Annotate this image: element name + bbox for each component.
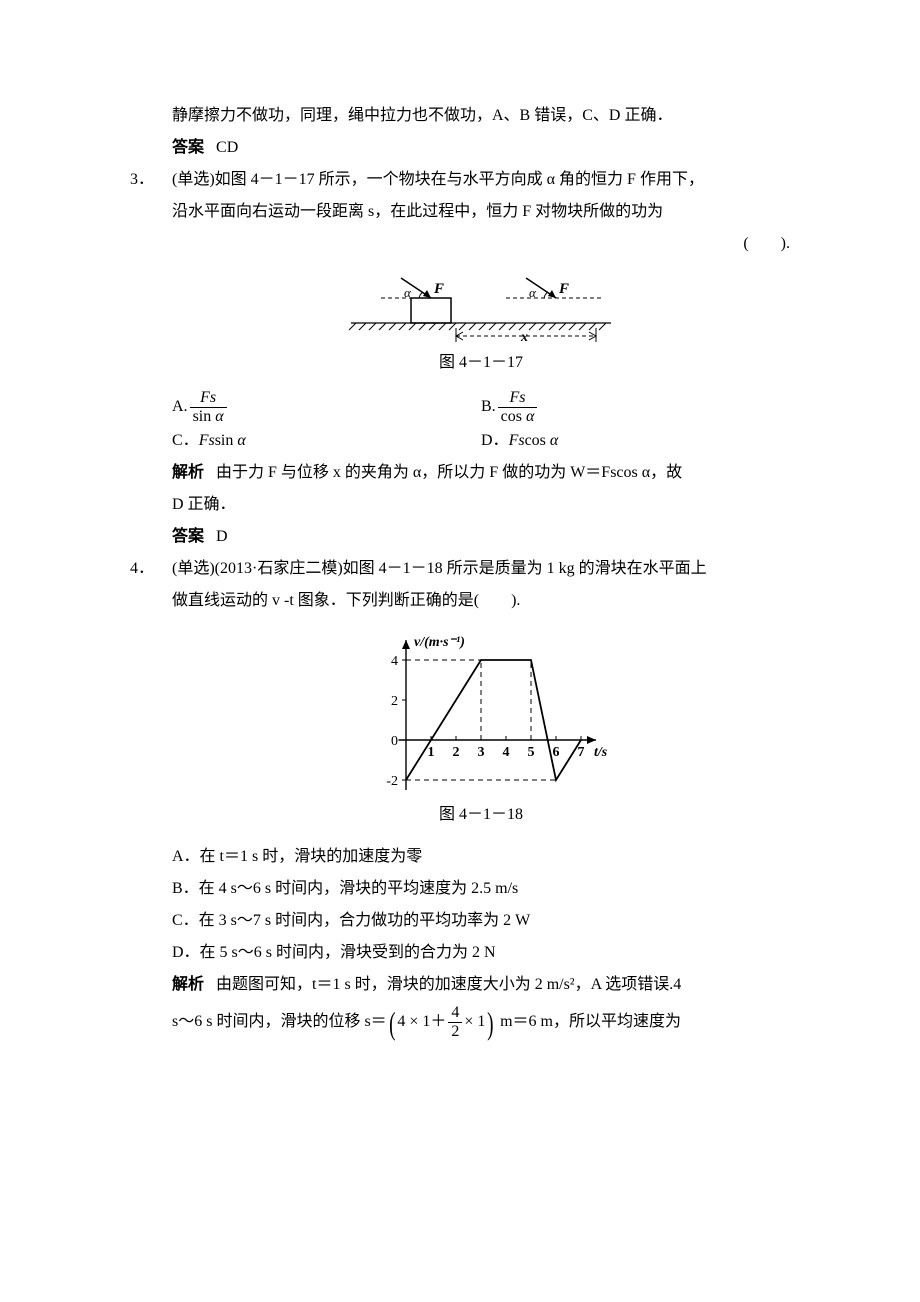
explanation: 解析 由题图可知，t＝1 s 时，滑块的加速度大小为 2 m/s²，A 选项错误… bbox=[172, 969, 790, 1001]
explanation-text: 由题图可知，t＝1 s 时，滑块的加速度大小为 2 m/s²，A 选项错误.4 bbox=[216, 976, 681, 993]
explanation-text: 由于力 F 与位移 x 的夹角为 α，所以力 F 做的功为 W＝Fscos α，… bbox=[216, 464, 682, 481]
figure-4-1-17: α F α F x bbox=[172, 268, 790, 343]
option-a: A.Fssin α bbox=[172, 389, 481, 425]
svg-text:1: 1 bbox=[428, 745, 435, 760]
svg-text:7: 7 bbox=[578, 745, 585, 760]
option-d: D．Fscos α bbox=[481, 425, 790, 457]
explanation-line: D 正确． bbox=[172, 489, 790, 521]
answer-label: 答案 bbox=[172, 528, 204, 545]
question-number: 4． bbox=[130, 553, 172, 1043]
svg-text:5: 5 bbox=[528, 745, 535, 760]
figure-caption: 图 4－1－18 bbox=[172, 799, 790, 831]
option-b: B.Fscos α bbox=[481, 389, 790, 425]
question-stem-line: (单选)(2013·石家庄二模)如图 4－1－18 所示是质量为 1 kg 的滑… bbox=[172, 553, 790, 585]
svg-text:0: 0 bbox=[391, 734, 398, 749]
figure-4-1-18: 4 2 0 -2 1 2 3 4 5 6 7 v/(m·s⁻¹) t/s bbox=[172, 625, 790, 795]
option-b: B．在 4 s～6 s 时间内，滑块的平均速度为 2.5 m/s bbox=[172, 873, 790, 905]
explanation-line: s～6 s 时间内，滑块的位移 s＝(4 × 1＋42× 1) m＝6 m，所以… bbox=[172, 1001, 790, 1043]
answer-value: CD bbox=[216, 139, 238, 156]
prev-explanation-line: 静摩擦力不做功，同理，绳中拉力也不做功，A、B 错误，C、D 正确． bbox=[130, 100, 790, 132]
answer-value: D bbox=[216, 528, 228, 545]
answer-label: 答案 bbox=[172, 139, 204, 156]
explanation: 解析 由于力 F 与位移 x 的夹角为 α，所以力 F 做的功为 W＝Fscos… bbox=[172, 457, 790, 489]
svg-text:F: F bbox=[558, 281, 569, 297]
svg-text:t/s: t/s bbox=[594, 745, 608, 760]
explanation-label: 解析 bbox=[172, 976, 204, 993]
svg-text:F: F bbox=[433, 281, 444, 297]
option-c: C．Fssin α bbox=[172, 425, 481, 457]
svg-text:2: 2 bbox=[453, 745, 460, 760]
question-number: 3． bbox=[130, 164, 172, 553]
question-4: 4． (单选)(2013·石家庄二模)如图 4－1－18 所示是质量为 1 kg… bbox=[130, 553, 790, 1043]
option-c: C．在 3 s～7 s 时间内，合力做功的平均功率为 2 W bbox=[172, 905, 790, 937]
option-a: A．在 t＝1 s 时，滑块的加速度为零 bbox=[172, 841, 790, 873]
svg-text:-2: -2 bbox=[386, 774, 398, 789]
svg-text:4: 4 bbox=[503, 745, 510, 760]
svg-text:2: 2 bbox=[391, 694, 398, 709]
question-stem-line: 做直线运动的 v -t 图象．下列判断正确的是( ). bbox=[172, 585, 790, 617]
figure-caption: 图 4－1－17 bbox=[172, 347, 790, 379]
question-stem-line: (单选)如图 4－1－17 所示，一个物块在与水平方向成 α 角的恒力 F 作用… bbox=[172, 164, 790, 196]
explanation-label: 解析 bbox=[172, 464, 204, 481]
svg-text:4: 4 bbox=[391, 654, 398, 669]
option-d: D．在 5 s～6 s 时间内，滑块受到的合力为 2 N bbox=[172, 937, 790, 969]
option-paren: ( ). bbox=[172, 228, 790, 260]
answer-line: 答案 D bbox=[172, 521, 790, 553]
question-stem-line: 沿水平面向右运动一段距离 s，在此过程中，恒力 F 对物块所做的功为 bbox=[172, 196, 790, 228]
svg-text:α: α bbox=[529, 285, 537, 300]
svg-text:3: 3 bbox=[478, 745, 485, 760]
svg-text:x: x bbox=[520, 330, 528, 343]
options-row-2: C．Fssin α D．Fscos α bbox=[172, 425, 790, 457]
options-row-1: A.Fssin α B.Fscos α bbox=[172, 389, 790, 425]
svg-text:6: 6 bbox=[553, 745, 560, 760]
prev-answer-line: 答案 CD bbox=[130, 132, 790, 164]
question-3: 3． (单选)如图 4－1－17 所示，一个物块在与水平方向成 α 角的恒力 F… bbox=[130, 164, 790, 553]
svg-text:α: α bbox=[404, 285, 412, 300]
svg-text:v/(m·s⁻¹): v/(m·s⁻¹) bbox=[414, 635, 465, 650]
